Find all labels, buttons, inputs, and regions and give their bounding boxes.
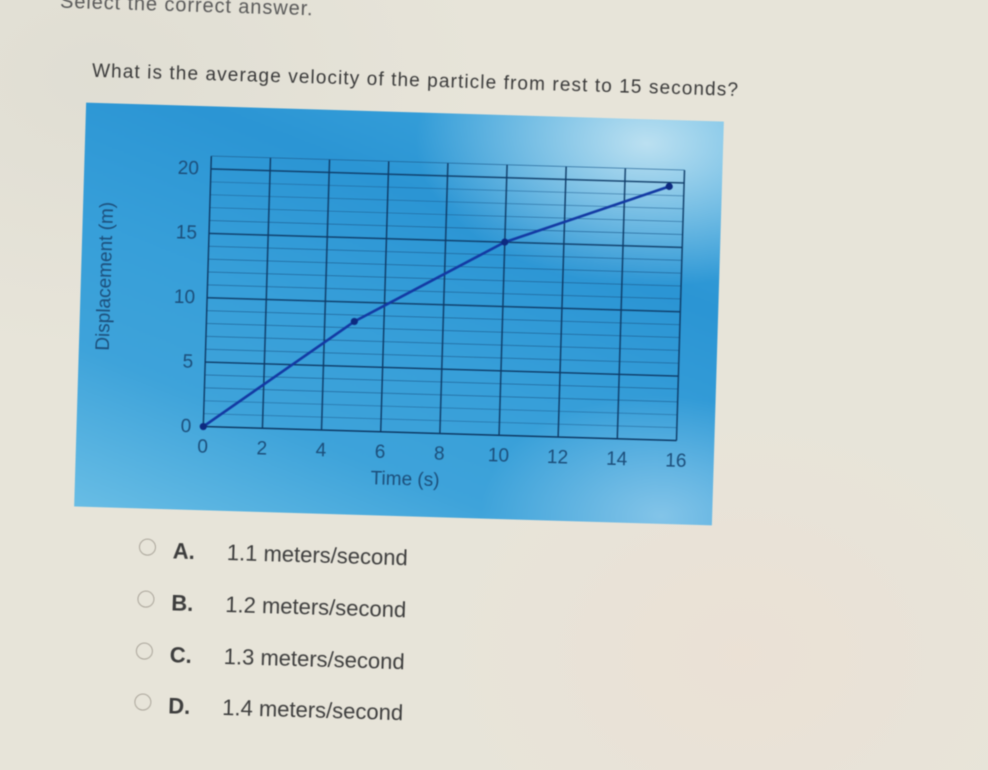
svg-text:6: 6	[374, 442, 385, 463]
svg-text:20: 20	[177, 158, 199, 180]
svg-text:12: 12	[547, 447, 569, 469]
svg-text:16: 16	[665, 450, 687, 472]
svg-text:4: 4	[315, 440, 327, 461]
svg-text:0: 0	[197, 436, 208, 457]
svg-text:15: 15	[176, 222, 198, 244]
svg-text:14: 14	[606, 449, 628, 471]
svg-text:8: 8	[434, 443, 445, 464]
svg-text:0: 0	[180, 416, 191, 437]
svg-text:10: 10	[488, 445, 510, 467]
svg-text:10: 10	[174, 287, 196, 309]
svg-text:2: 2	[256, 438, 267, 459]
svg-text:5: 5	[182, 351, 193, 372]
